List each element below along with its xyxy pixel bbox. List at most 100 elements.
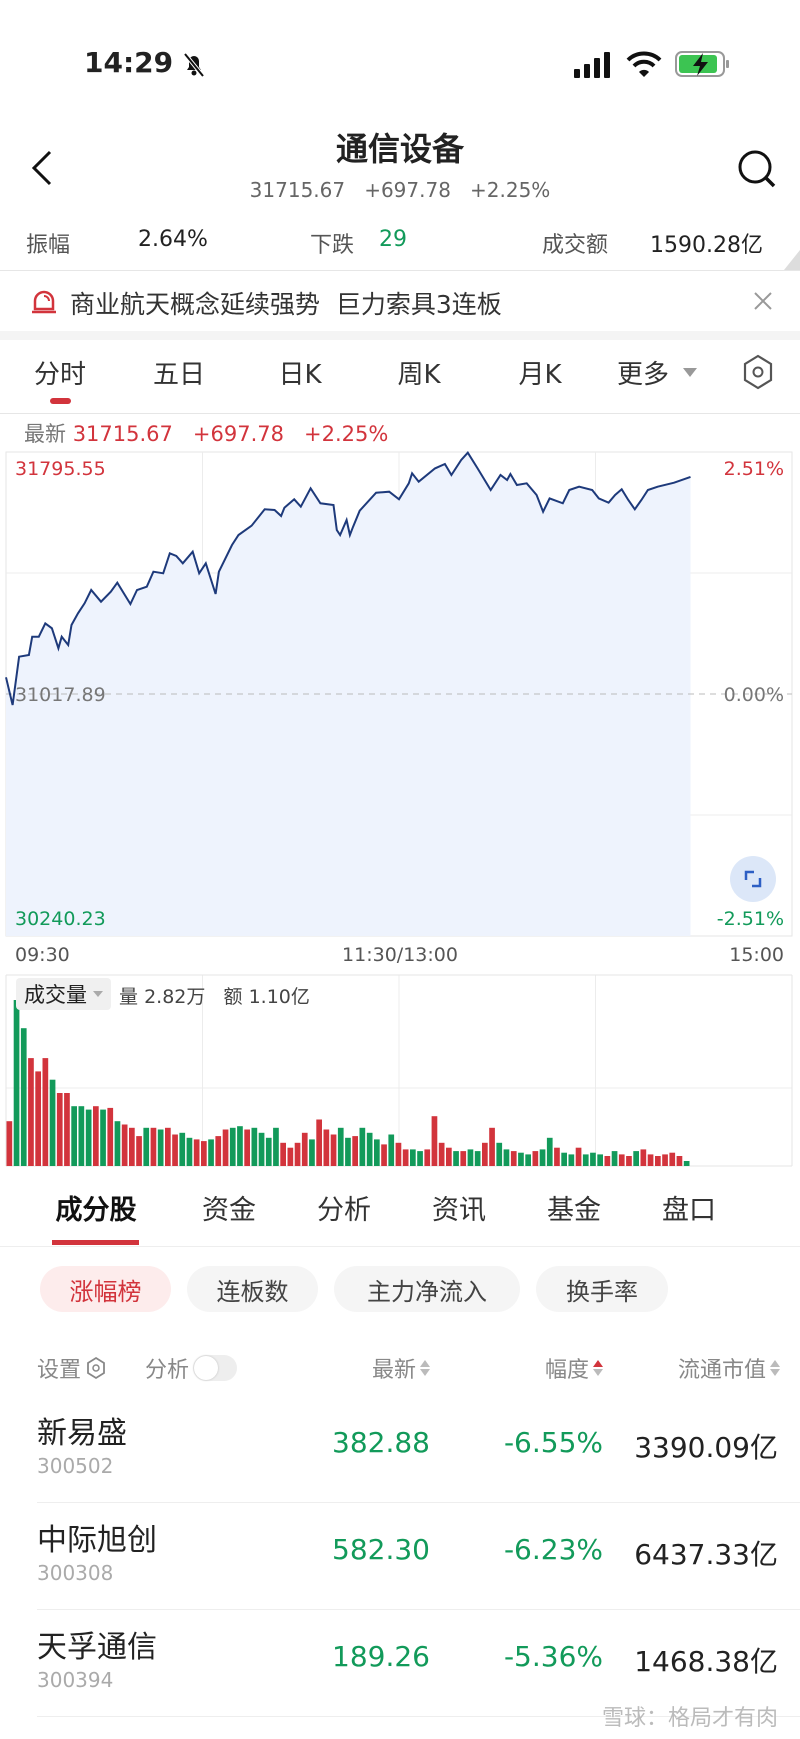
turnover-label: 成交额 — [542, 233, 609, 258]
stock-price: 189.26 — [332, 1640, 430, 1673]
volume-bar — [381, 1144, 387, 1166]
volume-bar — [316, 1119, 322, 1166]
table-row[interactable]: 中际旭创 300308 582.30 -6.23% 6437.33亿 — [0, 1503, 800, 1610]
settings-hex-icon — [87, 1356, 105, 1380]
stock-change-pct: -6.55% — [503, 1426, 603, 1459]
table-row[interactable]: 新易盛 300502 382.88 -6.55% 3390.09亿 — [0, 1396, 800, 1503]
filter-gainers[interactable]: 涨幅榜 — [40, 1266, 171, 1312]
volume-bar — [655, 1156, 661, 1166]
intraday-price-chart[interactable] — [0, 0, 800, 1170]
volume-bar — [309, 1139, 315, 1166]
stock-market-cap: 1468.38亿 — [634, 1645, 778, 1678]
volume-bar — [273, 1127, 279, 1166]
volume-bar — [496, 1142, 503, 1166]
tab-news[interactable]: 资讯 — [432, 1195, 486, 1226]
volume-bar — [633, 1151, 639, 1166]
volume-bar — [618, 1154, 625, 1166]
filter-main-inflow[interactable]: 主力净流入 — [334, 1266, 520, 1312]
volume-bar — [20, 1028, 27, 1166]
down-label: 下跌 — [310, 233, 355, 258]
volume-bar — [244, 1129, 250, 1166]
time-tick-open: 09:30 — [15, 944, 70, 966]
expand-corner-icon[interactable] — [784, 250, 800, 270]
caret-down-icon — [93, 991, 103, 997]
tab-intraday[interactable]: 分时 — [33, 360, 87, 390]
volume-bar — [222, 1129, 229, 1166]
volume-bar — [129, 1127, 135, 1166]
volume-bar — [582, 1154, 589, 1166]
table-settings[interactable]: 设置 — [37, 1352, 107, 1384]
divider — [0, 270, 800, 271]
stock-name: 新易盛 — [37, 1416, 127, 1451]
volume-indicator-select[interactable]: 成交量 — [16, 978, 111, 1010]
tab-constituents[interactable]: 成分股 — [55, 1195, 137, 1226]
column-market-cap[interactable]: 流通市值 — [678, 1352, 780, 1384]
fullscreen-button[interactable] — [730, 856, 776, 902]
volume-bar — [503, 1149, 510, 1166]
column-label: 幅度 — [544, 1358, 589, 1383]
volume-bar — [330, 1134, 337, 1166]
volume-bar — [229, 1127, 236, 1166]
tab-analysis[interactable]: 分析 — [317, 1195, 371, 1226]
tab-five-day[interactable]: 五日 — [152, 360, 206, 390]
stock-market-cap: 3390.09亿 — [634, 1431, 778, 1464]
volume-bar — [676, 1156, 683, 1166]
tab-active-indicator — [50, 398, 71, 404]
column-label: 流通市值 — [677, 1358, 766, 1383]
tab-order-book[interactable]: 盘口 — [662, 1195, 716, 1226]
caret-down-icon — [683, 368, 697, 377]
tab-daily-k[interactable]: 日K — [278, 360, 322, 390]
volume-bar — [13, 1000, 20, 1166]
volume-bar — [93, 1106, 99, 1166]
tab-funds[interactable]: 资金 — [202, 1195, 256, 1226]
header-price: 31715.67 — [249, 178, 346, 202]
volume-bar — [6, 1121, 13, 1166]
filter-limit-up-streak[interactable]: 连板数 — [187, 1266, 318, 1312]
volume-bar — [467, 1149, 474, 1166]
back-chevron-icon[interactable] — [30, 150, 54, 186]
battery-charging-icon — [675, 51, 729, 77]
volume-bar — [35, 1071, 41, 1166]
wifi-icon — [626, 51, 662, 77]
volume-bar — [683, 1161, 690, 1166]
tab-fund[interactable]: 基金 — [547, 1195, 601, 1226]
divider — [37, 1716, 800, 1717]
tab-more[interactable]: 更多 — [616, 360, 670, 390]
search-icon[interactable] — [736, 148, 778, 190]
settings-label: 设置 — [37, 1358, 82, 1383]
tab-weekly-k[interactable]: 周K — [397, 360, 441, 390]
settings-hex-icon[interactable] — [742, 354, 774, 390]
volume-bar — [114, 1121, 121, 1166]
analysis-toggle[interactable] — [193, 1355, 238, 1381]
volume-bar — [215, 1136, 222, 1166]
volume-bar — [460, 1151, 467, 1166]
column-latest[interactable]: 最新 — [372, 1352, 430, 1384]
volume-bar — [64, 1093, 70, 1166]
fullscreen-icon — [744, 870, 762, 888]
stock-price: 582.30 — [332, 1533, 430, 1566]
filter-turnover-rate[interactable]: 换手率 — [536, 1266, 668, 1312]
divider — [37, 1502, 800, 1503]
volume-bar — [359, 1127, 366, 1166]
column-change[interactable]: 幅度 — [545, 1352, 603, 1384]
divider — [37, 1609, 800, 1610]
column-label: 最新 — [371, 1358, 416, 1383]
close-icon[interactable] — [753, 291, 773, 311]
table-row[interactable]: 天孚通信 300394 189.26 -5.36% 1468.38亿 — [0, 1610, 800, 1717]
volume-bar — [143, 1127, 150, 1166]
volume-bar — [575, 1147, 582, 1166]
stock-market-cap: 6437.33亿 — [634, 1538, 778, 1571]
sort-icon — [420, 1360, 430, 1376]
volume-bar — [640, 1149, 647, 1166]
latest-price: 31715.67 — [72, 422, 173, 446]
news-banner[interactable]: 商业航天概念延续强势 巨力索具3连板 — [0, 271, 800, 331]
banner-text: 商业航天概念延续强势 巨力索具3连板 — [70, 290, 502, 319]
volume-bar — [28, 1058, 34, 1166]
section-tab-indicator — [52, 1240, 139, 1245]
tab-monthly-k[interactable]: 月K — [518, 360, 562, 390]
time-tick-midday: 11:30/13:00 — [342, 944, 458, 966]
volume-bar — [107, 1107, 114, 1166]
volume-bar — [42, 1058, 49, 1166]
volume-qty: 2.82万 — [144, 986, 206, 1008]
volume-bar — [402, 1149, 409, 1166]
